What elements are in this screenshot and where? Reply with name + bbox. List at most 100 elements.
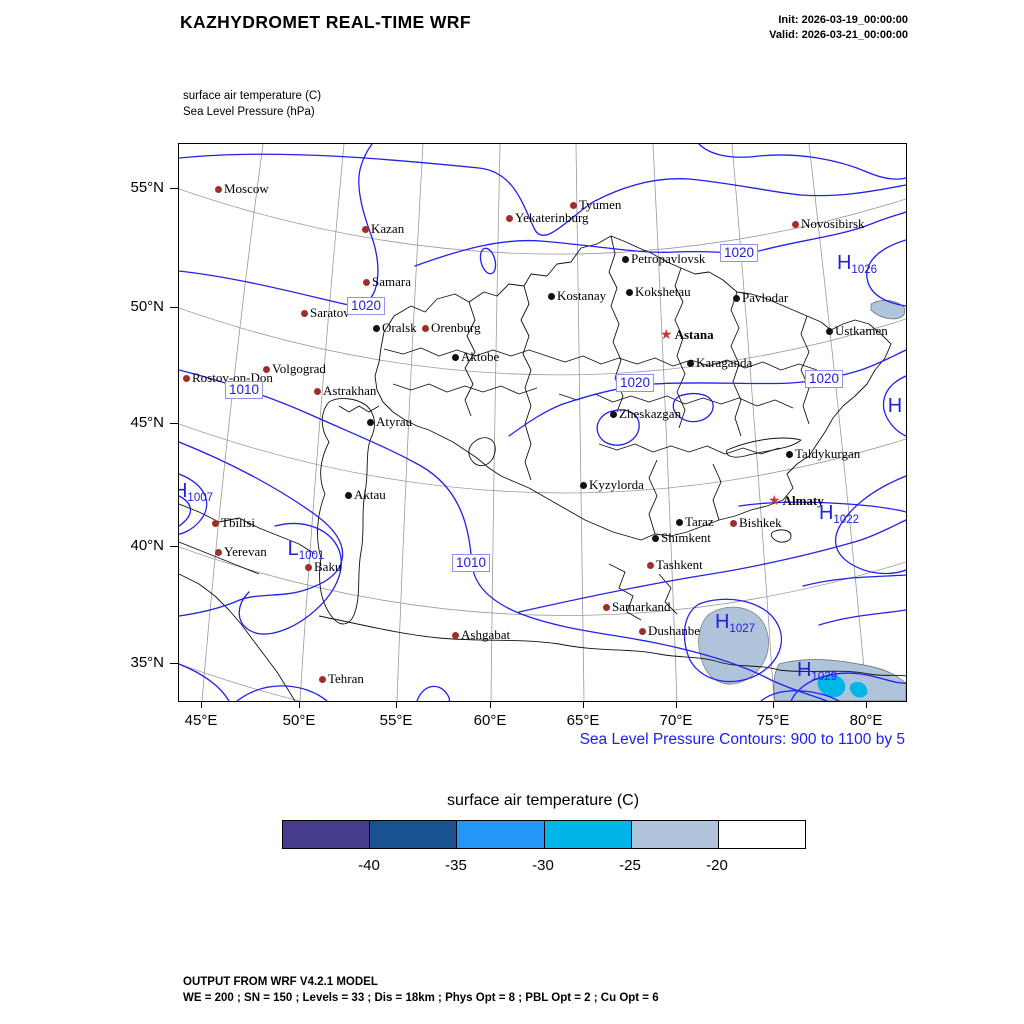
city-label: Tehran [328,671,364,686]
slp-caption: Sea Level Pressure Contours: 900 to 1100… [579,731,905,748]
contour-label-1020: 1020 [719,244,759,262]
x-tick-label: 80°E [849,712,883,729]
x-tick-label: 55°E [379,712,413,729]
pressure-center-H1027: H1027 [715,612,755,639]
pressure-letter: H [818,502,834,525]
city-label: Taraz [685,514,714,529]
city-label: Tbilisi [221,515,255,530]
dot-marker [345,491,352,499]
dot-marker [263,365,270,373]
colorbar-tick-label: -40 [358,857,380,874]
colorbar-tick-label: -25 [619,857,641,874]
x-tick-label: 50°E [282,712,316,729]
x-tick [201,701,202,708]
pressure-letter: H [836,252,852,275]
city-label: Yekaterinburg [515,210,589,225]
y-tick [170,663,178,664]
pressure-letter: L [287,538,299,561]
city-label: Kazan [371,221,405,236]
city-almaty: ★ Almaty [768,493,824,509]
dot-marker [319,675,326,683]
field-label-pressure: Sea Level Pressure (hPa) [183,106,315,118]
field-label-temperature: surface air temperature (C) [183,90,322,102]
dot-marker [363,278,370,286]
contour-label-1020: 1020 [615,374,655,392]
x-tick [676,701,677,708]
dot-marker [626,288,633,296]
colorbar-segment [369,821,457,848]
dot-marker [786,450,793,458]
city-dushanbe: Dushanbe [639,623,700,639]
y-tick-label: 50°N [130,298,164,315]
star-marker: ★ [768,492,781,508]
dot-marker [305,563,312,571]
pressure-center-H1026: H1026 [837,253,877,280]
city-astrakhan: Astrakhan [314,383,376,399]
city-label: Bishkek [739,515,782,530]
city-label: Taldykurgan [795,446,861,461]
pressure-letter: H [714,611,730,634]
dot-marker [733,294,740,302]
pressure-letter: H [179,480,187,502]
dot-marker [676,518,683,526]
city-saratov: Saratov [301,305,350,321]
city-label: Volgograd [272,361,326,376]
pressure-letter: H [887,395,903,417]
map-panel: Moscow Kazan Tyumen Yekaterinburg Novosibirs… [178,143,907,702]
city-tehran: Tehran [319,671,364,687]
city-baku: Baku [305,559,341,575]
colorbar-segment [543,821,631,848]
city-label: Yerevan [224,544,267,559]
city-atyrau: Atyrau [367,414,412,430]
dot-marker [580,481,587,489]
x-tick [396,701,397,708]
dot-marker [452,631,459,639]
city-label: Tyumen [579,197,622,212]
city-yekaterinburg: Yekaterinburg [506,210,589,226]
dot-marker [183,374,190,382]
x-tick [299,701,300,708]
city-moscow: Moscow [215,181,269,197]
city-taldykurgan: Taldykurgan [786,446,860,462]
city-label: Almaty [782,493,824,508]
colorbar-segment [283,821,370,848]
city-label: Aktobe [461,349,500,364]
y-tick-label: 35°N [130,654,164,671]
contour-label-1010: 1010 [224,381,264,399]
city-label: Petropavlovsk [631,251,706,266]
city-kostanay: Kostanay [548,288,606,304]
city-kazan: Kazan [362,221,404,237]
city-label: Novosibirsk [801,216,865,231]
dot-marker [687,359,694,367]
city-label: Astrakhan [323,383,377,398]
city-label: Saratov [310,305,350,320]
dot-marker [826,327,833,335]
graticule [179,144,906,701]
colorbar-tick-label: -35 [445,857,467,874]
x-tick [773,701,774,708]
city-aktau: Aktau [345,487,386,503]
colorbar-segment [456,821,544,848]
city-kokshetau: Kokshetau [626,284,691,300]
pressure-center-H1022: H1022 [819,503,859,530]
colorbar [282,820,806,849]
run-times: Init: 2026-03-19_00:00:00 Valid: 2026-03… [769,13,908,43]
pressure-value: 1022 [833,514,860,527]
y-tick-label: 45°N [130,414,164,431]
y-tick [170,307,178,308]
y-tick [170,546,178,547]
city-yerevan: Yerevan [215,544,267,560]
city-label: Ustkamen [835,323,888,338]
footer-config-line: WE = 200 ; SN = 150 ; Levels = 33 ; Dis … [183,992,659,1004]
city-bishkek: Bishkek [730,515,782,531]
dot-marker [422,324,429,332]
country-borders [179,235,906,701]
colorbar-tick-label: -30 [532,857,554,874]
city-petropavlovsk: Petropavlovsk [622,251,705,267]
x-tick-label: 65°E [566,712,600,729]
pressure-letter: H [796,659,812,682]
pressure-center-L1001: L1001 [288,539,325,566]
city-label: Tashkent [656,557,703,572]
city-label: Baku [314,559,342,574]
city-tyumen: Tyumen [570,197,621,213]
